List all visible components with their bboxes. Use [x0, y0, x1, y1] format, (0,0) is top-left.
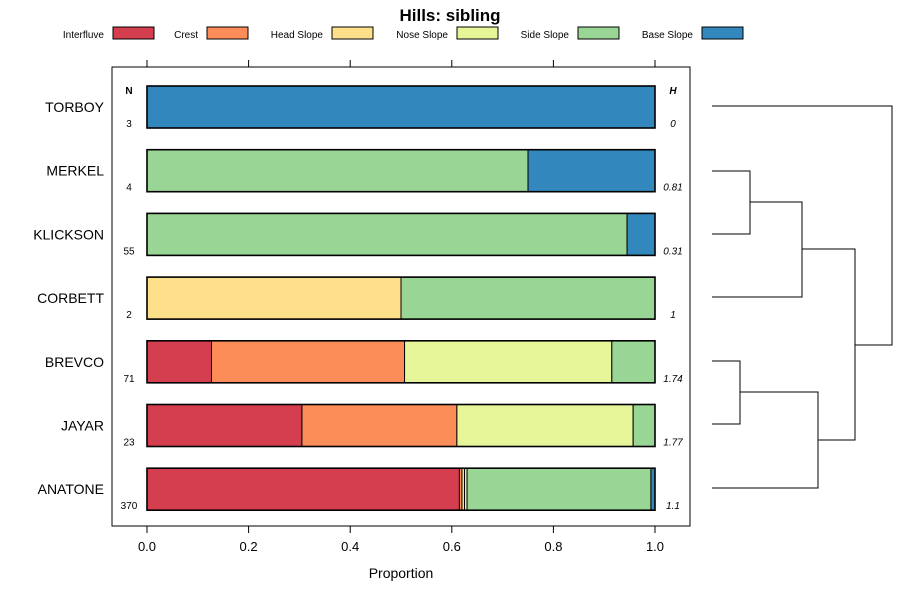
bar-segment — [146, 340, 213, 384]
bar-outline — [146, 276, 656, 320]
n-value: 4 — [126, 183, 132, 194]
h-value: 0 — [670, 119, 676, 130]
bar-segment — [400, 276, 656, 320]
h-value: 1.1 — [666, 501, 680, 512]
bar-segment — [301, 404, 458, 447]
bar-segment — [527, 149, 656, 193]
bar-segment — [611, 340, 656, 384]
legend-label: Side Slope — [521, 30, 570, 41]
bar-segment — [632, 404, 656, 447]
bar-outline — [146, 339, 656, 384]
dendro-branch-bj-anatone — [712, 391, 819, 489]
x-tick-label: 0.6 — [443, 539, 461, 554]
row-label: ANATONE — [38, 481, 104, 497]
bar-segment — [404, 340, 613, 384]
x-tick-label: 0.8 — [544, 539, 562, 554]
bar-outline — [146, 403, 656, 448]
row-label: CORBETT — [37, 290, 104, 306]
n-value: 23 — [123, 438, 135, 449]
dendro-branch-brevco-jayar — [712, 360, 741, 425]
legend-swatch — [456, 26, 499, 40]
legend-label: Nose Slope — [396, 30, 448, 41]
bar-segment — [626, 212, 656, 256]
legend-label: Crest — [174, 30, 198, 41]
x-tick-label: 0.4 — [341, 539, 359, 554]
n-header: N — [125, 86, 132, 97]
h-value: 1.74 — [663, 374, 683, 385]
bar-segment — [456, 404, 634, 447]
row-label: KLICKSON — [33, 226, 104, 242]
dendro-branch-mk-corbett — [712, 201, 803, 298]
h-value: 1.77 — [663, 438, 683, 449]
dendro-branch-upper-lower — [802, 248, 856, 441]
bar-segment — [146, 404, 303, 447]
h-header: H — [669, 86, 677, 97]
n-value: 2 — [126, 310, 132, 321]
row-label: MERKEL — [46, 163, 104, 179]
bar-segment — [146, 467, 460, 511]
legend-swatch — [701, 26, 744, 40]
legend-label: Head Slope — [271, 30, 324, 41]
plot-frame — [111, 66, 691, 527]
bar-segment — [146, 85, 656, 129]
row-labels: TORBOY 3 0 MERKEL 4 0.81 KLICKSON 55 0.31 CORBETT… — [33, 99, 683, 512]
legend: Interfluve Crest Head Slope Nose Slope Side … — [63, 26, 744, 41]
bar-outline — [146, 212, 656, 257]
h-value: 0.81 — [663, 183, 682, 194]
row-label: BREVCO — [45, 354, 104, 370]
dendrogram — [712, 105, 893, 489]
legend-swatch — [206, 26, 249, 40]
legend-swatch — [112, 26, 155, 40]
h-value: 1 — [670, 310, 676, 321]
bars — [146, 85, 656, 512]
bar-outline — [146, 467, 656, 512]
n-value: 55 — [123, 246, 135, 257]
bar-segment — [211, 340, 406, 384]
row-label: TORBOY — [45, 99, 105, 115]
bar-segment — [466, 467, 652, 511]
n-value: 370 — [121, 501, 138, 512]
bar-segment — [146, 276, 402, 320]
dendro-branch-root — [712, 105, 893, 346]
legend-swatch — [577, 26, 620, 40]
legend-label: Base Slope — [642, 30, 694, 41]
dendro-branch-merkel-klickson — [712, 170, 751, 235]
legend-label: Interfluve — [63, 30, 105, 41]
n-value: 3 — [126, 119, 132, 130]
bar-segment — [146, 149, 529, 193]
legend-swatch — [331, 26, 374, 40]
x-tick-label: 0.0 — [138, 539, 156, 554]
bar-segment — [146, 212, 628, 256]
x-axis-label: Proportion — [369, 565, 434, 581]
axes: 0.0 0.2 0.4 0.6 0.8 1.0 — [138, 60, 664, 554]
x-tick-label: 0.2 — [240, 539, 258, 554]
chart-title: Hills: sibling — [399, 6, 500, 25]
bar-outline — [146, 85, 656, 129]
n-value: 71 — [123, 374, 135, 385]
bar-outline — [146, 148, 656, 193]
row-label: JAYAR — [61, 418, 104, 434]
x-tick-label: 1.0 — [646, 539, 664, 554]
h-value: 0.31 — [663, 246, 682, 257]
